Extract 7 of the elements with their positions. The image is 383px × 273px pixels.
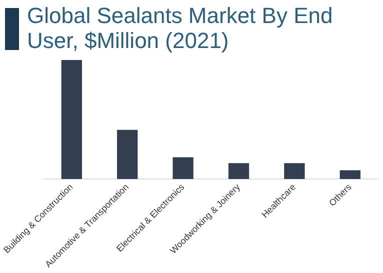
bar [284,163,305,179]
bar [228,163,250,179]
bar [61,60,82,179]
chart-title: Global Sealants Market By End User, $Million (2021) [27,3,334,53]
bar [172,157,194,179]
bar [340,170,360,179]
bar [117,130,138,179]
